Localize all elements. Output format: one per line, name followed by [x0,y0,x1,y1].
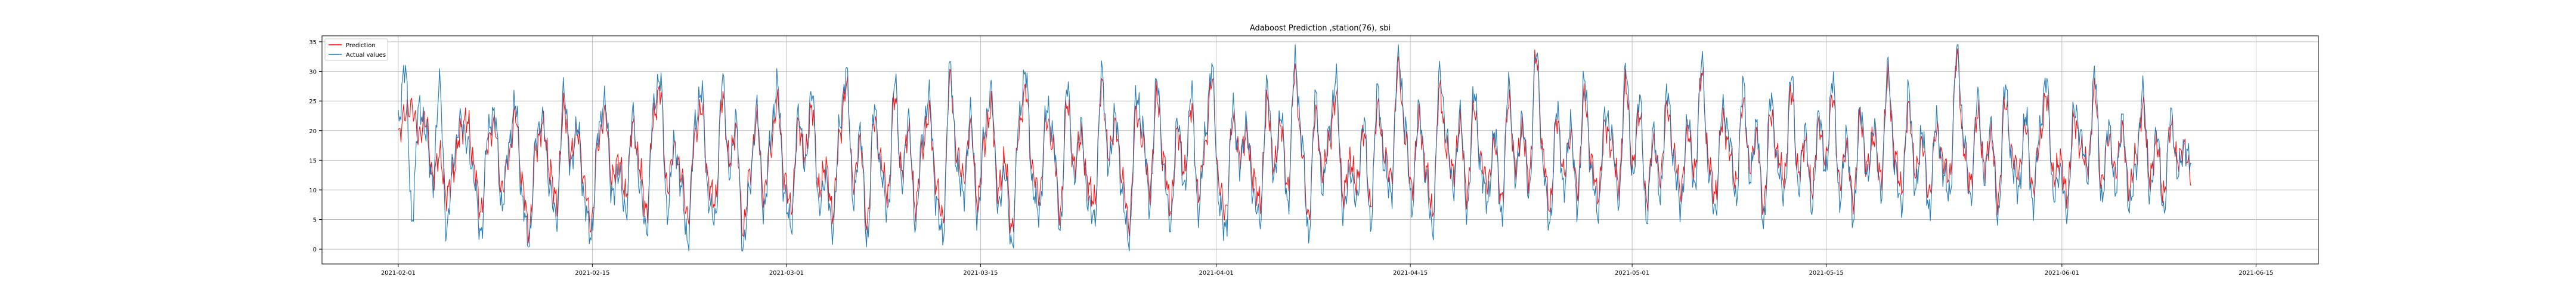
series-layer [398,44,2192,251]
plot-area [322,36,2318,264]
y-tick-label: 10 [309,188,317,194]
legend-box [324,38,388,61]
x-tick-label: 2021-03-15 [963,270,998,277]
x-tick-label: 2021-05-01 [1615,270,1649,277]
y-tick-label: 5 [313,217,317,224]
x-tick-label: 2021-04-01 [1199,270,1234,277]
chart-title: Adaboost Prediction ,station(76), sbi [1250,24,1391,33]
legend-label-actual: Actual values [346,52,386,59]
y-tick-label: 35 [309,39,317,46]
y-tick-label: 30 [309,69,317,76]
x-tick-label: 2021-05-15 [1809,270,1844,277]
plot-frame [321,35,2319,265]
x-tick-label: 2021-06-01 [2045,270,2079,277]
y-tick-label: 15 [309,158,317,164]
y-tick-label: 25 [309,99,317,105]
y-tick-label: 20 [309,128,317,135]
x-tick-label: 2021-02-01 [381,270,416,277]
x-tick-label: 2021-02-15 [575,270,609,277]
y-axis: 0 5 10 15 20 25 30 35 [309,39,322,253]
legend: Prediction Actual values [324,38,388,61]
x-tick-label: 2021-04-15 [1393,270,1428,277]
grid [322,36,2318,264]
legend-label-prediction: Prediction [346,42,376,49]
series-line-actual [398,44,2192,251]
y-tick-label: 0 [313,247,317,253]
x-axis: 2021-02-01 2021-02-15 2021-03-01 2021-03-15… [381,264,2273,277]
x-tick-label: 2021-06-15 [2238,270,2273,277]
x-tick-label: 2021-03-01 [769,270,804,277]
